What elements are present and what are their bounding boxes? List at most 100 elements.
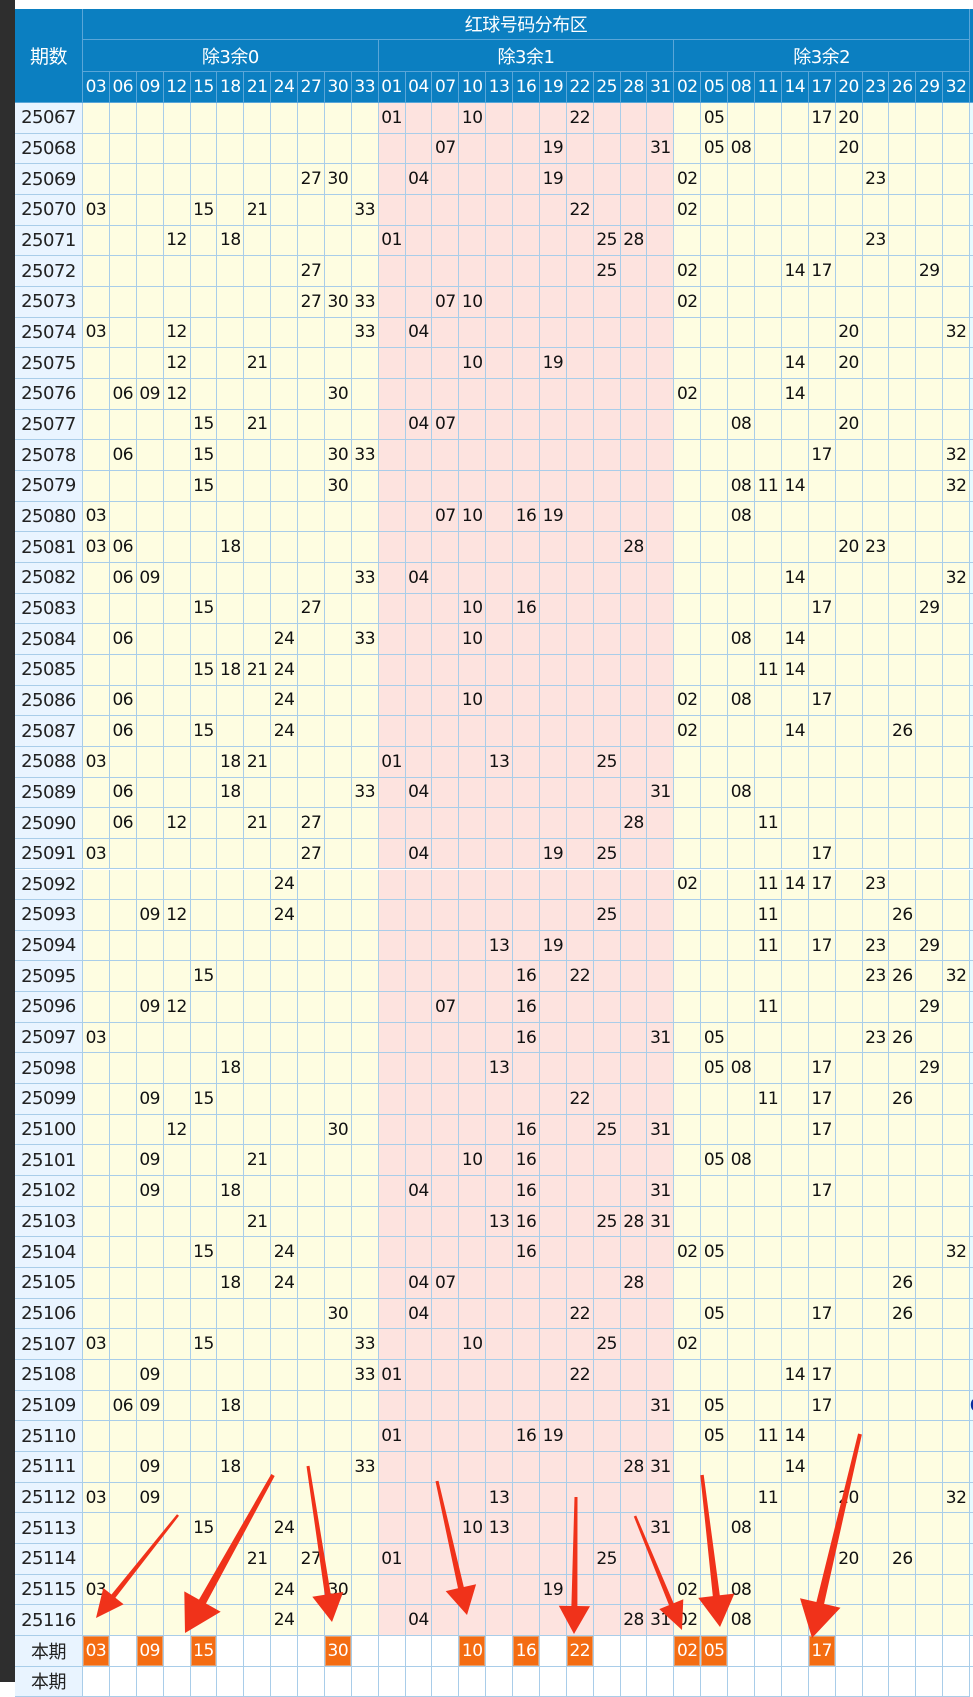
empty-cell xyxy=(298,1390,325,1422)
empty-cell xyxy=(755,1298,782,1330)
selected-ball-09[interactable]: 09 xyxy=(136,1636,164,1667)
ball-31: 31 xyxy=(647,1022,675,1054)
empty-cell xyxy=(755,1268,782,1299)
empty-cell xyxy=(728,593,755,625)
empty-cell xyxy=(486,1176,514,1207)
selected-ball-22[interactable]: 22 xyxy=(566,1636,594,1667)
empty-cell xyxy=(755,103,782,134)
empty-cell xyxy=(324,838,352,870)
select-cell[interactable] xyxy=(916,1636,944,1667)
empty-cell xyxy=(298,1145,325,1177)
selected-ball-02[interactable]: 02 xyxy=(674,1636,702,1667)
next-section-cell[interactable] xyxy=(970,1636,973,1667)
empty-cell xyxy=(728,562,755,594)
empty-cell xyxy=(701,470,729,502)
empty-cell xyxy=(808,654,836,686)
select-cell[interactable] xyxy=(835,1636,863,1667)
empty-cell xyxy=(539,194,567,226)
select-cell[interactable] xyxy=(405,1636,433,1667)
select-cell[interactable] xyxy=(271,1636,299,1667)
empty-cell xyxy=(728,348,755,379)
select-cell[interactable] xyxy=(244,1636,272,1667)
empty-cell xyxy=(701,869,729,901)
empty-cell xyxy=(889,378,917,410)
empty-cell xyxy=(513,1544,540,1575)
empty-cell xyxy=(728,1360,755,1391)
select-cell[interactable] xyxy=(943,1636,971,1667)
empty-cell xyxy=(109,348,137,379)
empty-cell xyxy=(539,1176,567,1207)
empty-cell xyxy=(674,1390,702,1422)
empty-cell xyxy=(459,409,487,441)
ball-27: 27 xyxy=(298,838,325,870)
empty-cell xyxy=(324,624,352,655)
selected-ball-03[interactable]: 03 xyxy=(83,1636,110,1667)
select-cell[interactable] xyxy=(486,1636,514,1667)
selected-ball-16[interactable]: 16 xyxy=(513,1636,540,1667)
ball-13: 13 xyxy=(486,746,514,778)
select-cell[interactable] xyxy=(647,1636,675,1667)
empty-cell xyxy=(459,716,487,747)
empty-cell xyxy=(593,624,621,655)
select-cell[interactable] xyxy=(862,1636,890,1667)
empty-cell xyxy=(674,1360,702,1391)
column-header-29: 29 xyxy=(916,72,944,103)
empty-cell xyxy=(163,1298,191,1330)
select-cell[interactable] xyxy=(217,1636,245,1667)
select-cell[interactable] xyxy=(539,1636,567,1667)
empty-cell xyxy=(620,961,648,993)
next-section-cell xyxy=(970,256,973,287)
empty-cell xyxy=(808,1574,836,1606)
select-cell[interactable] xyxy=(163,1636,191,1667)
empty-cell xyxy=(781,1053,809,1085)
select-cell[interactable] xyxy=(593,1636,621,1667)
empty-cell xyxy=(781,164,809,195)
empty-cell xyxy=(271,256,299,287)
select-cell[interactable] xyxy=(620,1636,648,1667)
select-cell[interactable] xyxy=(351,1636,379,1667)
select-cell[interactable] xyxy=(432,1636,460,1667)
select-cell[interactable] xyxy=(378,1636,406,1667)
empty-cell xyxy=(593,1605,621,1636)
empty-cell xyxy=(217,317,245,349)
empty-cell xyxy=(513,746,540,778)
selected-ball-17[interactable]: 17 xyxy=(808,1636,836,1667)
empty-cell xyxy=(298,716,325,747)
selected-ball-05[interactable]: 05 xyxy=(701,1636,729,1667)
period-25072: 25072 xyxy=(15,256,83,287)
select-cell[interactable] xyxy=(298,1636,325,1667)
empty-cell xyxy=(405,440,433,471)
empty-cell xyxy=(405,501,433,533)
empty-cell xyxy=(190,838,218,870)
empty-cell xyxy=(647,746,675,778)
ball-12: 12 xyxy=(163,378,191,410)
ball-25: 25 xyxy=(593,1114,621,1146)
ball-06: 06 xyxy=(109,624,137,655)
ball-09: 09 xyxy=(136,900,164,931)
ball-11: 11 xyxy=(755,808,782,839)
empty-cell xyxy=(513,256,540,287)
select-cell[interactable] xyxy=(109,1636,137,1667)
empty-cell xyxy=(916,1084,944,1115)
empty-cell xyxy=(83,961,110,993)
empty-cell xyxy=(83,1145,110,1177)
empty-cell xyxy=(889,685,917,717)
empty-cell xyxy=(701,1114,729,1146)
empty-cell xyxy=(459,900,487,931)
empty-cell xyxy=(674,746,702,778)
select-cell[interactable] xyxy=(889,1636,917,1667)
ball-12: 12 xyxy=(163,900,191,931)
selected-ball-10[interactable]: 10 xyxy=(459,1636,487,1667)
period-25067: 25067 xyxy=(15,103,83,134)
selected-ball-30[interactable]: 30 xyxy=(324,1636,352,1667)
empty-cell xyxy=(943,103,971,134)
empty-cell xyxy=(136,685,164,717)
empty-cell xyxy=(916,808,944,839)
select-cell[interactable] xyxy=(728,1636,755,1667)
selected-ball-15[interactable]: 15 xyxy=(190,1636,218,1667)
empty-cell xyxy=(405,194,433,226)
select-cell[interactable] xyxy=(755,1636,782,1667)
empty-cell xyxy=(701,624,729,655)
ball-02: 02 xyxy=(674,685,702,717)
select-cell[interactable] xyxy=(781,1636,809,1667)
